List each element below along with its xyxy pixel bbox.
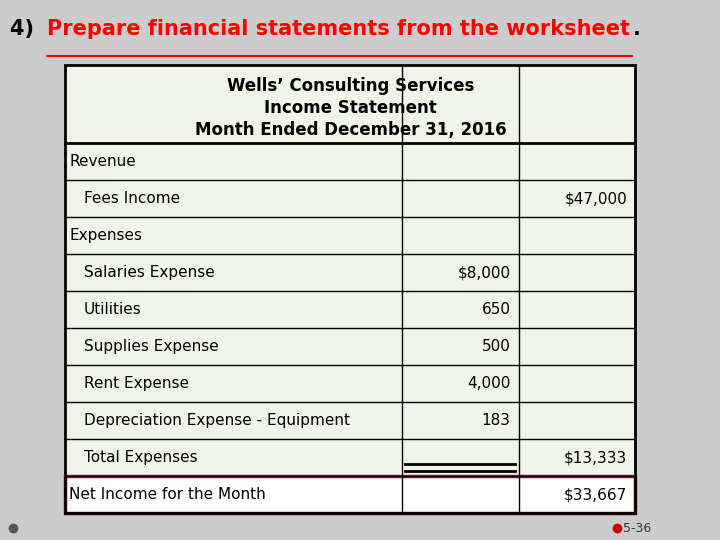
Text: Salaries Expense: Salaries Expense (84, 265, 215, 280)
Text: $8,000: $8,000 (458, 265, 510, 280)
Text: Total Expenses: Total Expenses (84, 450, 197, 465)
Text: Net Income for the Month: Net Income for the Month (69, 487, 266, 502)
Bar (66, 65, 635, 513)
Text: Supplies Expense: Supplies Expense (84, 339, 219, 354)
Text: 5-36: 5-36 (624, 522, 652, 535)
Text: $13,333: $13,333 (564, 450, 627, 465)
Text: Fees Income: Fees Income (84, 191, 180, 206)
Text: Prepare financial statements from the worksheet: Prepare financial statements from the wo… (47, 19, 630, 39)
Text: Utilities: Utilities (84, 302, 142, 317)
Text: Depreciation Expense - Equipment: Depreciation Expense - Equipment (84, 413, 350, 428)
Text: Income Statement: Income Statement (264, 99, 437, 117)
Bar (66, 65, 635, 513)
Text: Revenue: Revenue (69, 154, 136, 169)
Text: 650: 650 (482, 302, 510, 317)
Text: $47,000: $47,000 (564, 191, 627, 206)
Text: 183: 183 (482, 413, 510, 428)
Text: 4,000: 4,000 (467, 376, 510, 391)
Bar (66, 476, 635, 513)
Text: 500: 500 (482, 339, 510, 354)
Text: $33,667: $33,667 (564, 487, 627, 502)
Text: Rent Expense: Rent Expense (84, 376, 189, 391)
Text: .: . (633, 19, 640, 39)
Text: Month Ended December 31, 2016: Month Ended December 31, 2016 (194, 122, 506, 139)
Text: Expenses: Expenses (69, 228, 143, 243)
Text: Wells’ Consulting Services: Wells’ Consulting Services (227, 77, 474, 94)
Text: 4): 4) (10, 19, 41, 39)
